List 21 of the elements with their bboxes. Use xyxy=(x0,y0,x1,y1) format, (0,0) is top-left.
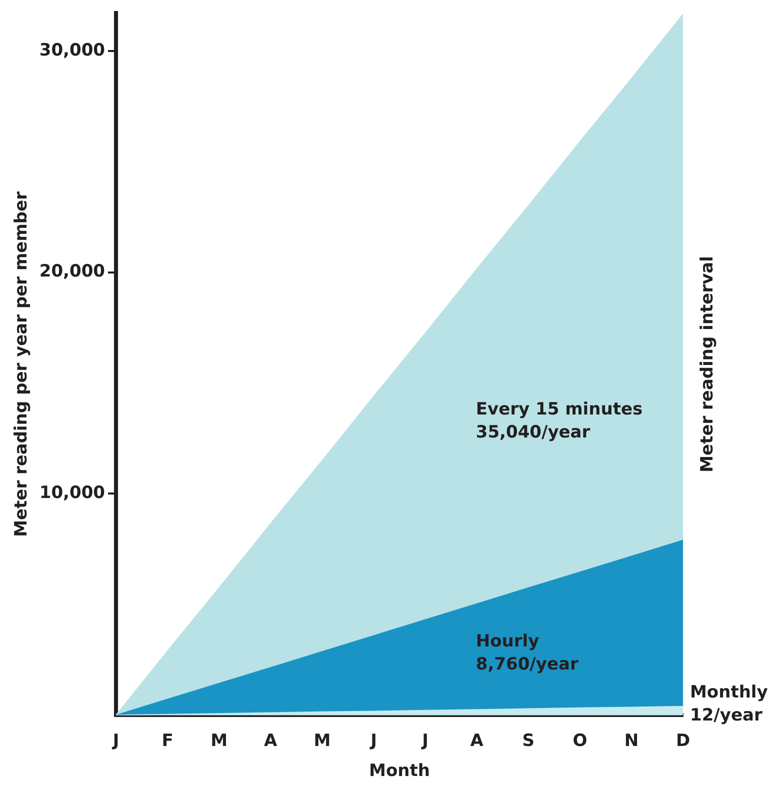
y-tick-label: 30,000 xyxy=(39,40,106,60)
x-axis-title: Month xyxy=(369,761,430,782)
x-tick-label: D xyxy=(676,730,690,751)
x-tick-label: M xyxy=(314,730,331,751)
series-label: Hourly 8,760/year xyxy=(476,632,579,675)
x-tick-label: A xyxy=(264,730,278,751)
x-tick-label: N xyxy=(624,730,639,751)
x-tick-label: O xyxy=(572,730,588,751)
legend-title: Meter reading interval xyxy=(697,256,718,472)
x-tick-label: J xyxy=(370,730,377,751)
x-tick-label: J xyxy=(421,730,428,751)
x-tick-label: A xyxy=(470,730,484,751)
y-tick-label: 20,000 xyxy=(39,262,106,282)
series-label: Monthly 12/year xyxy=(690,682,768,726)
series-label: Every 15 minutes 35,040/year xyxy=(476,400,643,443)
x-tick-label: M xyxy=(210,730,228,751)
y-axis-title: Meter reading per year per member xyxy=(12,190,32,537)
x-tick-label: S xyxy=(522,730,534,751)
x-tick-label: J xyxy=(112,730,120,751)
x-tick-label: F xyxy=(162,730,174,751)
y-tick-label: 10,000 xyxy=(39,483,106,504)
